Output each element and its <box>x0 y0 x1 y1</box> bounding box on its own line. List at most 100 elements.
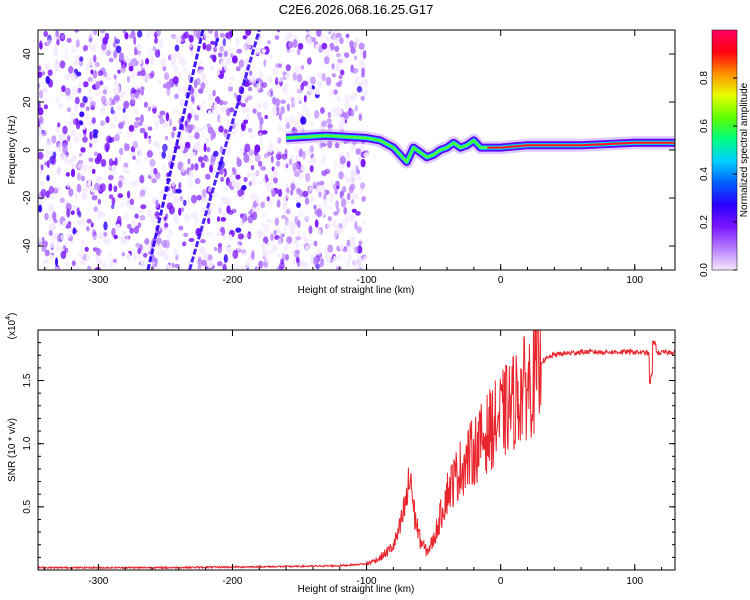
speckle <box>219 196 225 201</box>
speckle <box>266 218 273 223</box>
speckle <box>51 135 57 144</box>
speckle <box>237 233 244 240</box>
speckle <box>229 174 234 183</box>
speckle <box>108 158 114 167</box>
speckle <box>93 30 97 36</box>
speckle <box>194 132 200 140</box>
speckle <box>58 103 64 110</box>
speckle <box>67 233 72 239</box>
speckle <box>333 255 337 262</box>
speckle <box>254 144 261 153</box>
speckle <box>240 122 246 130</box>
speckle <box>144 238 150 245</box>
speckle <box>209 202 213 212</box>
speckle <box>135 178 140 187</box>
speckle <box>187 178 193 186</box>
speckle <box>40 188 47 198</box>
speckle <box>39 200 44 205</box>
speckle <box>172 76 179 85</box>
speckle <box>226 148 231 158</box>
speckle <box>336 62 341 67</box>
speckle <box>219 117 223 124</box>
speckle <box>282 210 287 216</box>
speckle <box>134 213 139 219</box>
speckle <box>113 74 117 80</box>
speckle <box>43 104 49 110</box>
speckle <box>150 166 154 173</box>
speckle <box>229 107 235 113</box>
speckle <box>153 140 158 148</box>
speckle <box>161 151 166 159</box>
speckle <box>266 249 272 255</box>
speckle <box>259 71 263 80</box>
speckle <box>168 228 173 236</box>
main-line-core <box>487 141 675 149</box>
speckle <box>306 159 312 165</box>
speckle <box>68 158 74 166</box>
speckle <box>145 58 150 65</box>
speckle <box>311 36 317 43</box>
speckle <box>39 42 43 50</box>
speckle <box>253 170 260 176</box>
speckle <box>351 93 358 100</box>
speckle <box>241 265 247 270</box>
speckle <box>339 156 346 165</box>
speckle <box>273 229 277 236</box>
speckle <box>157 250 164 257</box>
speckle <box>266 196 270 202</box>
speckle <box>341 219 347 228</box>
speckle <box>350 199 355 205</box>
speckle <box>60 34 65 39</box>
speckle <box>143 252 148 258</box>
speckle <box>217 208 224 214</box>
speckle <box>334 38 339 45</box>
speckle <box>254 266 258 270</box>
speckle <box>126 223 132 230</box>
spectrogram-y-tick-label: 0 <box>22 147 33 153</box>
speckle <box>38 126 42 136</box>
speckle <box>214 30 219 39</box>
speckle <box>118 147 124 156</box>
speckle <box>348 94 354 99</box>
speckle <box>48 241 55 248</box>
speckle <box>138 50 142 57</box>
spectrogram-x-tick-label: -200 <box>222 275 242 286</box>
speckle <box>83 44 88 52</box>
speckle <box>62 220 67 227</box>
speckle <box>44 212 49 221</box>
speckle <box>286 220 292 228</box>
speckle <box>111 136 115 143</box>
speckle <box>82 95 88 103</box>
speckle <box>292 178 296 184</box>
speckle <box>197 265 202 270</box>
speckle <box>143 101 148 108</box>
speckle <box>112 87 117 92</box>
speckle <box>295 256 300 264</box>
speckle <box>66 107 72 113</box>
speckle <box>281 153 288 160</box>
speckle <box>108 194 114 200</box>
speckle <box>147 137 153 144</box>
speckle <box>256 102 262 110</box>
speckle <box>294 146 300 154</box>
speckle <box>68 65 74 74</box>
speckle <box>172 109 179 115</box>
speckle <box>55 166 62 176</box>
speckle <box>240 132 244 138</box>
speckle <box>171 58 176 65</box>
colorbar-tick-label: 0.0 <box>699 263 710 277</box>
speckle <box>129 198 135 205</box>
speckle <box>232 169 237 176</box>
speckle <box>290 153 294 160</box>
speckle <box>66 208 71 218</box>
speckle <box>356 176 362 181</box>
speckle <box>245 107 250 113</box>
speckle <box>224 129 229 134</box>
speckle <box>79 56 84 62</box>
speckle <box>76 172 81 181</box>
speckle <box>95 175 102 184</box>
speckle <box>178 182 182 189</box>
speckle <box>235 174 241 180</box>
speckle <box>60 152 65 161</box>
speckle <box>101 50 106 55</box>
